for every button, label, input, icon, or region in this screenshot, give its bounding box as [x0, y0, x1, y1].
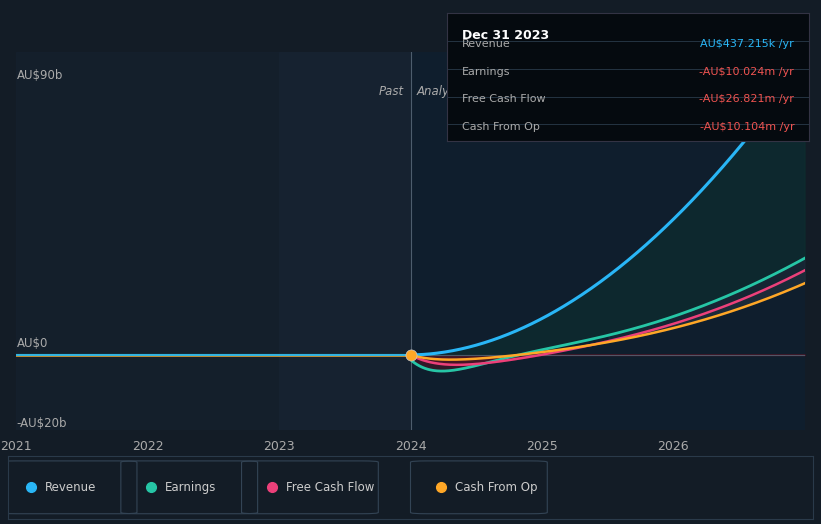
Text: Cash From Op: Cash From Op — [455, 481, 537, 494]
Text: AU$437.215k /yr: AU$437.215k /yr — [700, 39, 794, 49]
Bar — [410, 52, 805, 430]
Text: Earnings: Earnings — [462, 67, 511, 77]
Text: AU$90b: AU$90b — [16, 69, 62, 82]
Text: -AU$26.821m /yr: -AU$26.821m /yr — [699, 94, 794, 104]
Text: -AU$20b: -AU$20b — [16, 417, 67, 430]
Text: Analysts Forecasts: Analysts Forecasts — [417, 85, 527, 98]
Text: -AU$10.104m /yr: -AU$10.104m /yr — [699, 122, 794, 132]
Text: Dec 31 2023: Dec 31 2023 — [462, 28, 549, 41]
Bar — [16, 52, 279, 430]
Text: Free Cash Flow: Free Cash Flow — [286, 481, 374, 494]
Text: Revenue: Revenue — [462, 39, 511, 49]
Text: -AU$10.024m /yr: -AU$10.024m /yr — [699, 67, 794, 77]
Text: Cash From Op: Cash From Op — [462, 122, 539, 132]
Text: Free Cash Flow: Free Cash Flow — [462, 94, 545, 104]
Text: AU$0: AU$0 — [16, 337, 48, 350]
Text: Revenue: Revenue — [44, 481, 96, 494]
Bar — [279, 52, 410, 430]
Text: Past: Past — [378, 85, 404, 98]
Text: Earnings: Earnings — [165, 481, 217, 494]
